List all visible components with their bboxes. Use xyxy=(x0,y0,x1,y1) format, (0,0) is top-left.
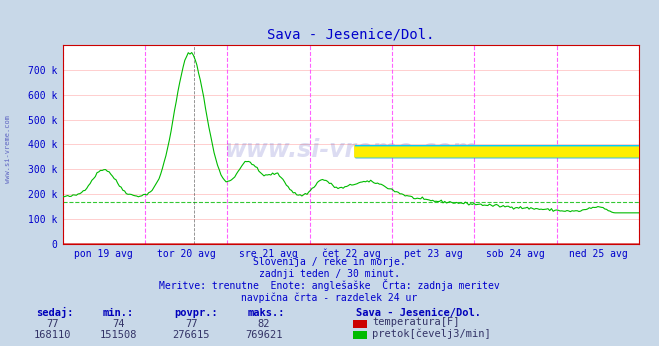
Text: min.:: min.: xyxy=(102,308,133,318)
Polygon shape xyxy=(355,146,659,157)
Title: Sava - Jesenice/Dol.: Sava - Jesenice/Dol. xyxy=(267,27,435,41)
Text: 769621: 769621 xyxy=(245,330,282,340)
Bar xyxy=(355,146,659,157)
Text: sedaj:: sedaj: xyxy=(36,307,74,318)
Text: 168110: 168110 xyxy=(34,330,71,340)
Text: zadnji teden / 30 minut.: zadnji teden / 30 minut. xyxy=(259,269,400,279)
Text: 77: 77 xyxy=(47,319,59,329)
Text: 74: 74 xyxy=(113,319,125,329)
Text: povpr.:: povpr.: xyxy=(175,308,218,318)
Text: Sava - Jesenice/Dol.: Sava - Jesenice/Dol. xyxy=(356,308,481,318)
Text: 77: 77 xyxy=(185,319,197,329)
Text: temperatura[F]: temperatura[F] xyxy=(372,317,460,327)
Text: www.si-vreme.com: www.si-vreme.com xyxy=(5,115,11,183)
Text: navpična črta - razdelek 24 ur: navpična črta - razdelek 24 ur xyxy=(241,292,418,303)
Text: pretok[čevelj3/min]: pretok[čevelj3/min] xyxy=(372,328,491,339)
Text: 82: 82 xyxy=(258,319,270,329)
Text: 151508: 151508 xyxy=(100,330,137,340)
Polygon shape xyxy=(355,146,659,157)
Polygon shape xyxy=(355,146,659,157)
Text: www.si-vreme.com: www.si-vreme.com xyxy=(225,138,477,162)
Text: Slovenija / reke in morje.: Slovenija / reke in morje. xyxy=(253,257,406,267)
Polygon shape xyxy=(355,146,659,151)
Text: maks.:: maks.: xyxy=(247,308,285,318)
Text: Meritve: trenutne  Enote: anglešaške  Črta: zadnja meritev: Meritve: trenutne Enote: anglešaške Črta… xyxy=(159,279,500,291)
Text: 276615: 276615 xyxy=(173,330,210,340)
